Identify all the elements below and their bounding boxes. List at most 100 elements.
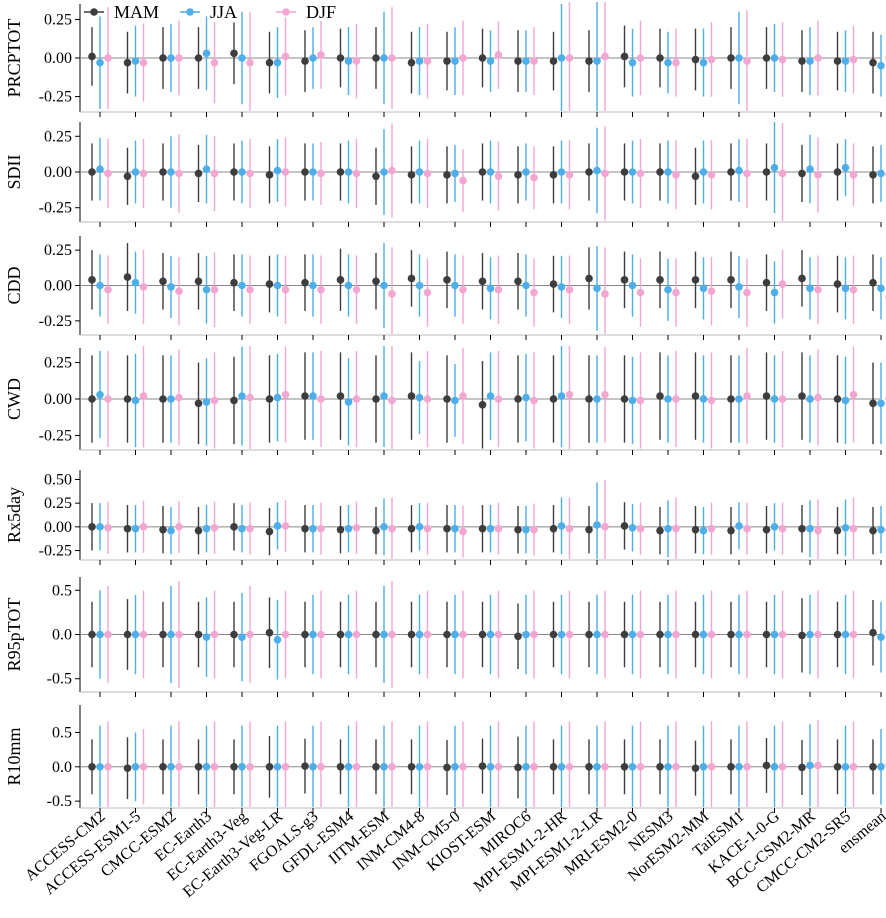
data-point	[814, 526, 822, 535]
data-point	[514, 395, 522, 403]
data-point	[123, 524, 132, 533]
data-point	[281, 390, 290, 399]
data-point	[699, 58, 708, 67]
data-point	[265, 171, 274, 179]
data-point	[139, 392, 148, 400]
y-tick-label: 0.5	[52, 582, 72, 599]
data-point	[530, 630, 538, 639]
data-point	[620, 52, 629, 61]
panel-cdd: 0.25 0.00 -0.25 CDD	[4, 236, 886, 340]
data-point	[877, 169, 885, 178]
legend-label: JJA	[210, 2, 237, 22]
data-point	[131, 396, 140, 405]
data-point	[486, 168, 495, 176]
data-point	[833, 526, 842, 535]
data-point	[309, 168, 317, 176]
data-point	[557, 54, 566, 62]
data-point	[194, 630, 203, 639]
data-point	[806, 395, 814, 403]
data-point	[664, 524, 672, 533]
series-mam	[88, 352, 877, 449]
data-point	[238, 524, 246, 533]
data-point	[601, 630, 609, 639]
data-point	[131, 524, 140, 533]
data-point	[691, 630, 700, 639]
data-point	[877, 763, 885, 771]
data-point	[407, 58, 416, 67]
data-point	[778, 763, 787, 771]
data-point	[344, 398, 353, 406]
data-point	[585, 57, 593, 65]
y-tick-label: 0.25	[44, 242, 72, 259]
data-point	[628, 58, 637, 67]
y-tick-label: 0.25	[44, 495, 72, 512]
data-point	[636, 169, 645, 178]
data-point	[96, 390, 104, 399]
data-point	[494, 285, 503, 294]
legend-swatch-marker	[90, 8, 98, 16]
data-point	[459, 176, 467, 185]
data-point	[104, 395, 112, 403]
data-point	[459, 285, 467, 294]
data-point	[585, 763, 593, 771]
data-point	[707, 396, 716, 405]
data-point	[175, 763, 183, 771]
data-point	[699, 284, 708, 293]
series-djf	[104, 346, 886, 449]
data-point	[735, 166, 743, 175]
data-point	[494, 524, 503, 533]
data-point	[557, 630, 566, 639]
data-point	[735, 522, 743, 530]
data-point	[778, 55, 787, 64]
data-point	[238, 168, 246, 176]
data-point	[352, 285, 361, 294]
data-point	[352, 395, 361, 403]
data-point	[352, 169, 361, 178]
data-point	[549, 395, 558, 403]
data-point	[593, 521, 601, 529]
data-point	[514, 171, 522, 179]
data-point	[869, 58, 877, 67]
data-point	[620, 276, 629, 284]
data-point	[699, 526, 708, 535]
data-point	[167, 168, 175, 176]
data-point	[585, 395, 593, 403]
data-point	[230, 168, 238, 176]
data-point	[814, 54, 822, 62]
data-point	[636, 288, 645, 297]
data-point	[309, 630, 317, 639]
data-point	[557, 168, 566, 176]
x-category-labels: ACCESS-CM2ACCESS-ESM1-5CMCC-ESM2EC-Earth…	[22, 808, 886, 901]
data-point	[230, 396, 238, 405]
data-point	[620, 763, 629, 771]
data-point	[877, 61, 885, 70]
data-point	[139, 58, 148, 67]
data-point	[317, 763, 325, 771]
data-point	[96, 763, 104, 771]
y-tick-label: 0.25	[44, 355, 72, 372]
data-point	[849, 763, 858, 771]
data-point	[202, 49, 211, 58]
data-point	[699, 395, 708, 403]
data-point	[841, 763, 850, 771]
data-point	[877, 399, 885, 408]
data-point	[522, 168, 530, 176]
data-point	[415, 763, 424, 771]
data-point	[423, 524, 432, 533]
data-point	[194, 277, 203, 286]
legend-swatch-marker	[282, 8, 290, 16]
data-point	[814, 285, 822, 294]
data-point	[238, 392, 246, 400]
data-point	[522, 630, 530, 639]
data-point	[664, 763, 672, 771]
data-point	[139, 523, 148, 531]
data-point	[175, 630, 183, 639]
data-point	[636, 630, 645, 639]
data-point	[459, 392, 467, 400]
data-point	[344, 281, 353, 290]
data-point	[415, 168, 424, 176]
data-point	[336, 763, 345, 771]
data-point	[707, 763, 716, 771]
data-point	[514, 632, 522, 641]
